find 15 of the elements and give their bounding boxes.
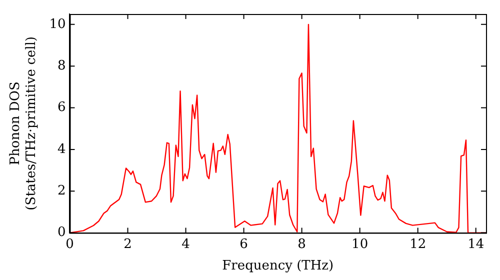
x-tick-label: 2 xyxy=(124,236,132,252)
x-tick-label: 4 xyxy=(182,236,190,252)
y-tick-label: 4 xyxy=(57,142,66,157)
y-tick-label: 0 xyxy=(57,225,66,240)
y-axis-title: Phonon DOS (States/THz·primitive cell) xyxy=(8,36,39,210)
x-tick-label: 8 xyxy=(298,236,306,252)
y-tick-label: 10 xyxy=(49,16,66,32)
x-axis-title: Frequency (THz) xyxy=(222,258,334,274)
y-tick-label: 8 xyxy=(57,58,66,74)
x-tick-label: 10 xyxy=(352,236,368,252)
y-tick-label: 6 xyxy=(57,100,66,116)
y-tick-label: 2 xyxy=(57,184,66,198)
x-tick-label: 12 xyxy=(410,236,426,252)
x-tick-label: 14 xyxy=(468,236,484,252)
x-tick-label: 6 xyxy=(240,236,248,252)
